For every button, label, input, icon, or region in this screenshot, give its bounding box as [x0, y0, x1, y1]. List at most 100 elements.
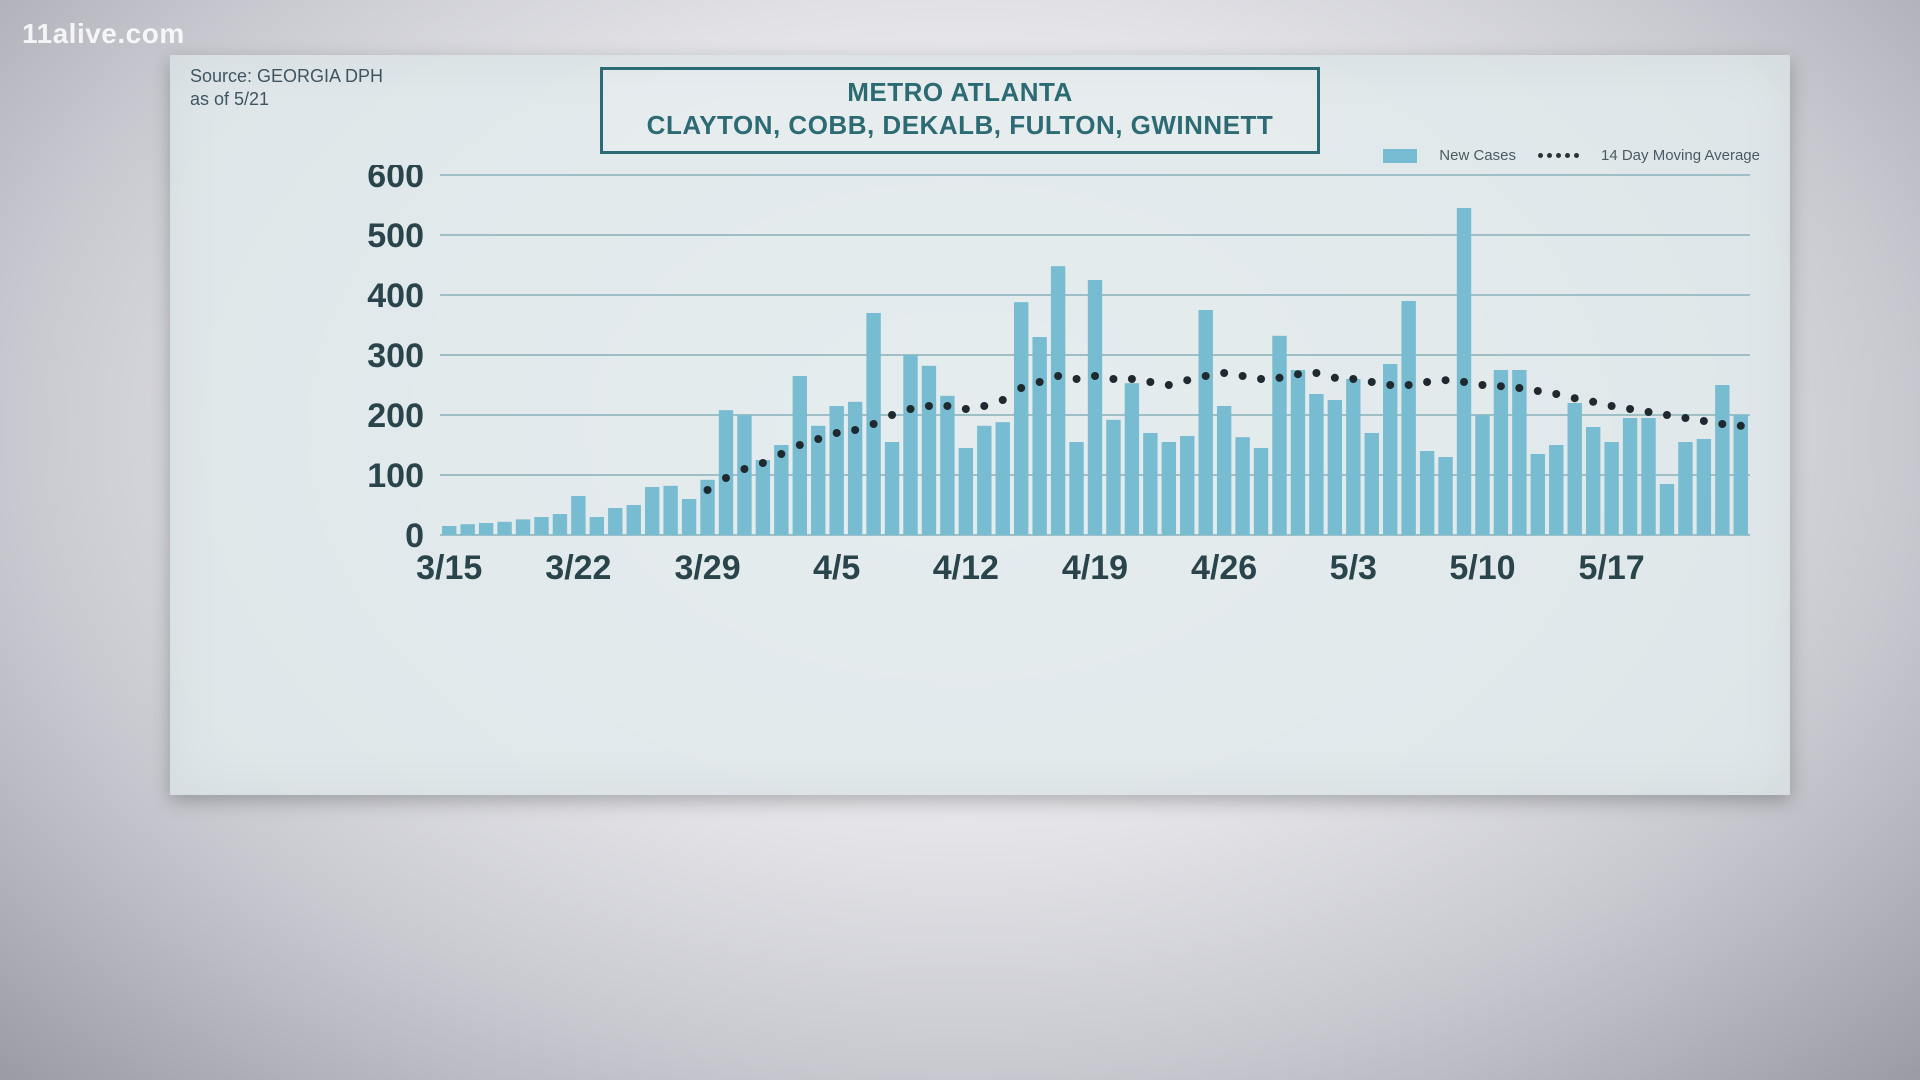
moving-avg-point — [1645, 408, 1653, 416]
source-line-2: as of 5/21 — [190, 88, 383, 111]
source-line-1: Source: GEORGIA DPH — [190, 65, 383, 88]
moving-avg-point — [1423, 378, 1431, 386]
moving-avg-point — [1478, 381, 1486, 389]
chart-bar — [1032, 337, 1046, 535]
legend: New Cases 14 Day Moving Average — [1383, 147, 1760, 164]
chart-bar — [1088, 280, 1102, 535]
moving-avg-point — [888, 411, 896, 419]
bar-chart: 0100200300400500600 3/153/223/294/54/124… — [290, 165, 1760, 595]
moving-avg-point — [1054, 372, 1062, 380]
chart-bar — [1051, 266, 1065, 535]
chart-bar — [1217, 406, 1231, 535]
svg-text:600: 600 — [367, 165, 424, 195]
chart-bar — [940, 396, 954, 535]
svg-text:200: 200 — [367, 397, 424, 435]
svg-text:5/3: 5/3 — [1330, 549, 1377, 587]
moving-avg-point — [1165, 381, 1173, 389]
chart-bar — [1494, 370, 1508, 535]
svg-text:4/12: 4/12 — [933, 549, 999, 587]
moving-avg-point — [1386, 381, 1394, 389]
chart-bar — [1734, 415, 1748, 535]
moving-avg-point — [1608, 402, 1616, 410]
chart-bar — [1162, 442, 1176, 535]
moving-avg-point — [943, 402, 951, 410]
chart-bar — [1697, 439, 1711, 535]
chart-bar — [553, 514, 567, 535]
moving-avg-point — [851, 426, 859, 434]
moving-avg-point — [1515, 384, 1523, 392]
moving-avg-point — [1073, 375, 1081, 383]
chart-bar — [1383, 364, 1397, 535]
chart-bar — [793, 376, 807, 535]
chart-bar — [1106, 420, 1120, 535]
moving-avg-point — [1109, 375, 1117, 383]
watermark: 11alive.com — [22, 18, 185, 50]
chart-bar — [1438, 457, 1452, 535]
chart-bar — [1143, 433, 1157, 535]
chart-bar — [1568, 403, 1582, 535]
moving-avg-point — [1737, 422, 1745, 430]
legend-bar-swatch — [1383, 149, 1417, 163]
moving-avg-point — [1257, 375, 1265, 383]
chart-bar — [1272, 336, 1286, 535]
legend-bar-label: New Cases — [1439, 147, 1516, 164]
chart-bar — [903, 355, 917, 535]
chart-bar — [663, 486, 677, 535]
chart-bar — [1586, 427, 1600, 535]
chart-bar — [922, 366, 936, 535]
chart-bar — [1401, 301, 1415, 535]
moving-avg-point — [1589, 398, 1597, 406]
chart-bar — [1678, 442, 1692, 535]
chart-bar — [1604, 442, 1618, 535]
source-caption: Source: GEORGIA DPH as of 5/21 — [190, 65, 383, 110]
chart-bar — [1254, 448, 1268, 535]
chart-bar — [571, 496, 585, 535]
svg-text:3/22: 3/22 — [545, 549, 611, 587]
moving-avg-point — [1239, 372, 1247, 380]
svg-text:4/26: 4/26 — [1191, 549, 1257, 587]
moving-avg-point — [906, 405, 914, 413]
chart-bar — [608, 508, 622, 535]
moving-avg-point — [722, 474, 730, 482]
moving-avg-point — [1146, 378, 1154, 386]
svg-text:500: 500 — [367, 217, 424, 255]
moving-avg-point — [1718, 420, 1726, 428]
chart-bar — [1549, 445, 1563, 535]
chart-bar — [1420, 451, 1434, 535]
svg-text:400: 400 — [367, 277, 424, 315]
moving-avg-point — [999, 396, 1007, 404]
moving-avg-point — [1700, 417, 1708, 425]
moving-avg-point — [740, 465, 748, 473]
chart-bar — [719, 410, 733, 535]
moving-avg-point — [1681, 414, 1689, 422]
moving-avg-point — [1128, 375, 1136, 383]
chart-bar — [959, 448, 973, 535]
svg-text:3/15: 3/15 — [416, 549, 482, 587]
chart-title-line-1: METRO ATLANTA — [611, 76, 1309, 109]
chart-bar — [829, 406, 843, 535]
moving-avg-point — [1368, 378, 1376, 386]
chart-bar — [1014, 302, 1028, 535]
svg-text:4/19: 4/19 — [1062, 549, 1128, 587]
chart-bar — [516, 519, 530, 535]
chart-bar — [1125, 383, 1139, 535]
moving-avg-point — [704, 486, 712, 494]
moving-avg-point — [814, 435, 822, 443]
moving-avg-point — [1091, 372, 1099, 380]
moving-avg-point — [796, 441, 804, 449]
chart-bar — [1235, 437, 1249, 535]
moving-avg-point — [1017, 384, 1025, 392]
chart-bar — [645, 487, 659, 535]
svg-text:4/5: 4/5 — [813, 549, 860, 587]
moving-avg-point — [1331, 374, 1339, 382]
moving-avg-point — [1276, 374, 1284, 382]
svg-text:300: 300 — [367, 337, 424, 375]
moving-avg-point — [1220, 369, 1228, 377]
chart-bar — [442, 526, 456, 535]
moving-avg-point — [980, 402, 988, 410]
chart-bar — [774, 445, 788, 535]
chart-bar — [848, 402, 862, 535]
chart-bar — [1457, 208, 1471, 535]
chart-bar — [1715, 385, 1729, 535]
legend-line-label: 14 Day Moving Average — [1601, 147, 1760, 164]
